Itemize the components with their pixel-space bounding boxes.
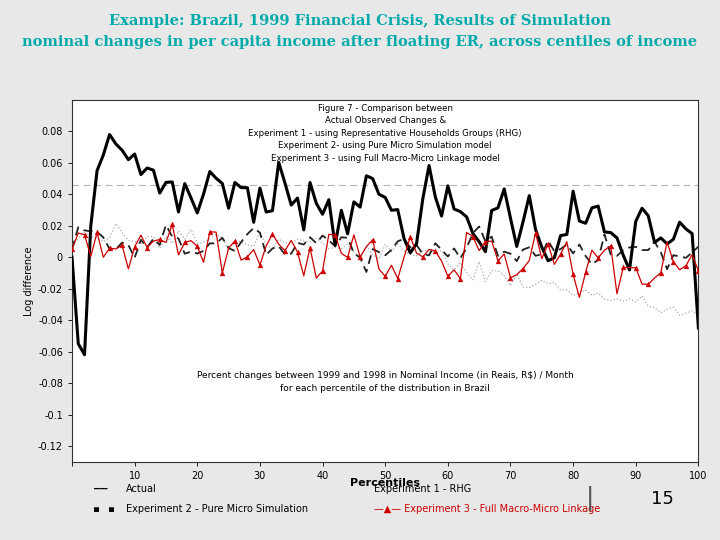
Text: Actual: Actual — [126, 484, 157, 494]
Text: —▲— Experiment 3 - Full Macro-Micro Linkage: —▲— Experiment 3 - Full Macro-Micro Link… — [374, 504, 600, 514]
Text: Example: Brazil, 1999 Financial Crisis, Results of Simulation: Example: Brazil, 1999 Financial Crisis, … — [109, 14, 611, 28]
Text: Figure 7 - Comparison between
Actual Observed Changes &
Experiment 1 - using Rep: Figure 7 - Comparison between Actual Obs… — [248, 104, 522, 163]
Text: Experiment 2 - Pure Micro Simulation: Experiment 2 - Pure Micro Simulation — [126, 504, 308, 514]
Text: Percent changes between 1999 and 1998 in Nominal Income (in Reais, R$) / Month
f: Percent changes between 1999 and 1998 in… — [197, 372, 574, 393]
Text: |: | — [586, 487, 595, 511]
Text: Percentiles: Percentiles — [350, 478, 420, 488]
Text: Experiment 1 - RHG: Experiment 1 - RHG — [374, 484, 472, 494]
Text: ■  ■: ■ ■ — [94, 505, 114, 514]
Text: ——: —— — [94, 484, 107, 494]
Text: 15: 15 — [651, 490, 674, 508]
Text: nominal changes in per capita income after floating ER, across centiles of incom: nominal changes in per capita income aft… — [22, 35, 698, 49]
Y-axis label: Log difference: Log difference — [24, 246, 34, 315]
